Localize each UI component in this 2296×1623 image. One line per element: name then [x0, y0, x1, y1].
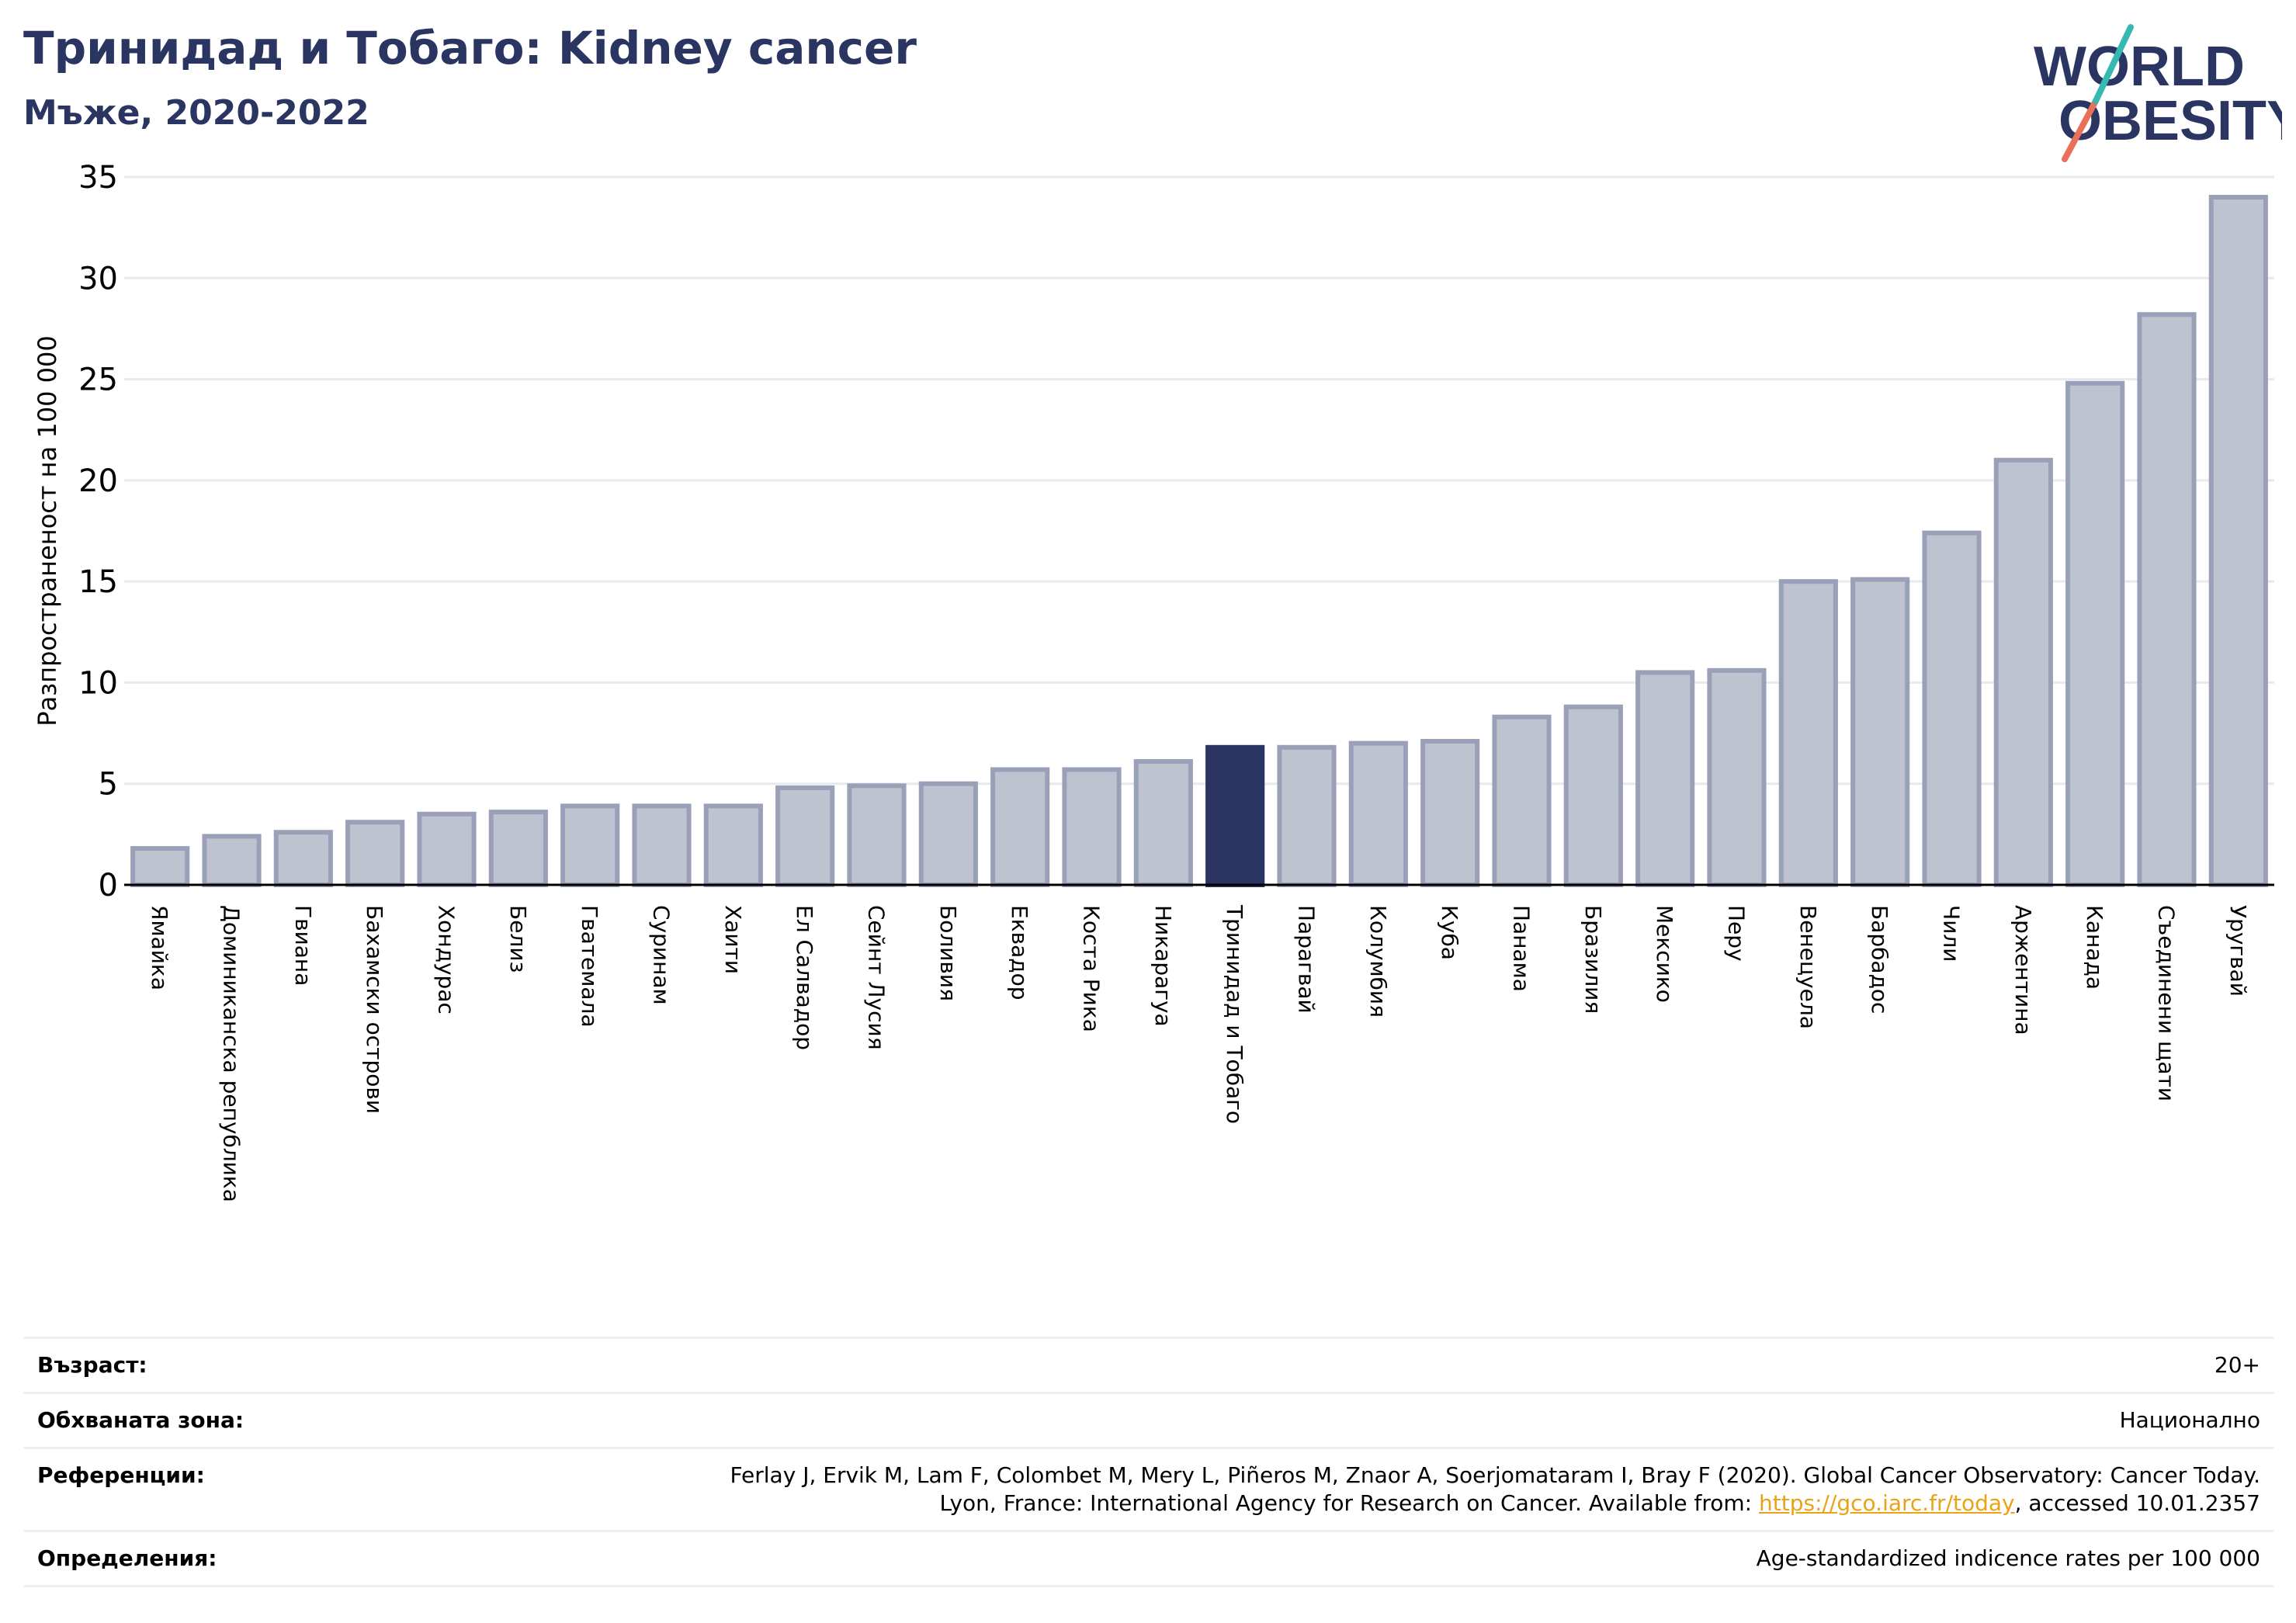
x-tick-label: Панама	[1509, 905, 1535, 992]
bar-chart: 0 5 10 15 20 25 30 35 Разпространеност на 100 00…	[33, 160, 2274, 1202]
x-tick-label: Боливия	[935, 905, 961, 1001]
references-line2-post: , accessed 10.01.2357	[2014, 1490, 2260, 1516]
chart-title: Тринидад и Тобаго: Kidney cancer	[23, 22, 917, 75]
references-line2-pre: Lyon, France: International Agency for R…	[939, 1490, 1759, 1516]
x-tick-label: Белиз	[505, 905, 531, 973]
bar	[417, 811, 477, 888]
definitions-label: Определения:	[37, 1545, 217, 1571]
meta-row-age: Възраст: 20+	[23, 1337, 2274, 1393]
x-tick-label: Суринам	[649, 905, 675, 1005]
bar	[488, 810, 548, 888]
x-tick-label: Колумбия	[1365, 905, 1391, 1018]
x-tick-label: Ел Салвадор	[792, 905, 817, 1050]
x-tick-label: Канада	[2082, 905, 2107, 990]
y-axis-label: Разпространеност на 100 000	[33, 335, 62, 726]
y-tick-label: 5	[99, 767, 118, 803]
x-tick-label: Уругвай	[2225, 905, 2251, 997]
x-tick-label: Хаити	[720, 905, 746, 974]
x-tick-label: Коста Рика	[1079, 905, 1105, 1032]
bar	[273, 830, 333, 888]
bar	[1778, 579, 1838, 888]
y-tick-label: 15	[78, 564, 118, 600]
bar	[775, 785, 835, 888]
references-line2: Lyon, France: International Agency for R…	[469, 1489, 2260, 1517]
bar	[1277, 744, 1337, 887]
x-tick-label: Бахамски острови	[362, 905, 387, 1114]
bar	[1420, 738, 1480, 887]
bar	[703, 803, 763, 888]
x-tick-label: Хондурас	[434, 905, 460, 1014]
x-tick-label: Гватемала	[577, 905, 602, 1028]
bar	[1205, 744, 1265, 887]
bar	[918, 781, 978, 888]
references-value: Ferlay J, Ervik M, Lam F, Colombet M, Me…	[455, 1448, 2274, 1531]
x-tick-label: Парагвай	[1294, 905, 1320, 1014]
x-tick-label: Перу	[1724, 905, 1750, 962]
bar	[1492, 714, 1552, 887]
x-tick-label: Куба	[1437, 905, 1462, 960]
age-value: 20+	[2214, 1352, 2260, 1378]
bar	[1922, 530, 1982, 887]
x-tick-label: Доминиканска република	[219, 905, 245, 1202]
x-tick-label: Венецуела	[1795, 905, 1821, 1029]
x-tick-label: Никарагуа	[1150, 905, 1176, 1027]
x-tick-label: Мексико	[1652, 905, 1677, 1003]
references-label: Референции:	[37, 1462, 205, 1488]
bar	[202, 834, 262, 888]
y-tick-label: 35	[78, 160, 118, 196]
x-tick-label: Съединени щати	[2154, 905, 2180, 1101]
metadata-table: Възраст: 20+ Обхваната зона: Национално …	[23, 1337, 2274, 1587]
coverage-label: Обхваната зона:	[37, 1407, 245, 1433]
bar	[1348, 740, 1408, 887]
meta-row-definitions: Определения: Age-standardized indicence …	[23, 1531, 2274, 1587]
x-tick-label: Бразилия	[1580, 905, 1606, 1014]
x-tick-label: Чили	[1939, 905, 1965, 962]
x-tick-label: Гвиана	[290, 905, 316, 986]
chart-subtitle: Мъже, 2020-2022	[23, 93, 369, 133]
bar	[1850, 577, 1910, 888]
bar	[1635, 670, 1695, 888]
bar	[2137, 312, 2197, 887]
bar	[847, 783, 907, 888]
bar	[345, 820, 405, 888]
x-tick-label: Ямайка	[147, 905, 172, 990]
definitions-value: Age-standardized indicence rates per 100…	[1756, 1545, 2260, 1571]
bar	[1133, 759, 1193, 888]
bar	[1062, 767, 1122, 888]
y-tick-label: 0	[99, 868, 118, 903]
world-obesity-logo: WORLD OBESITY	[2034, 24, 2282, 162]
bar	[632, 803, 692, 888]
x-tick-label: Еквадор	[1007, 905, 1032, 1001]
y-tick-label: 25	[78, 362, 118, 398]
age-label: Възраст:	[37, 1352, 147, 1378]
logo-line1: WORLD	[2034, 36, 2245, 98]
bar	[1707, 668, 1767, 888]
y-tick-label: 30	[78, 261, 118, 297]
bar	[1993, 457, 2053, 887]
bar	[2208, 195, 2268, 888]
bar	[2065, 380, 2125, 888]
meta-row-references: Референции: Ferlay J, Ervik M, Lam F, Co…	[23, 1448, 2274, 1531]
bar	[130, 846, 190, 888]
y-tick-label: 20	[78, 463, 118, 499]
x-tick-label: Сейнт Лусия	[864, 905, 890, 1050]
references-link[interactable]: https://gco.iarc.fr/today	[1759, 1490, 2015, 1516]
coverage-value: Национално	[2119, 1407, 2260, 1433]
meta-row-coverage: Обхваната зона: Национално	[23, 1392, 2274, 1448]
logo-slash-coral	[2062, 98, 2099, 162]
x-tick-label: Аржентина	[2010, 905, 2036, 1035]
bar	[1563, 704, 1623, 887]
bar	[990, 767, 1050, 888]
y-tick-label: 10	[78, 665, 118, 701]
x-tick-label: Барбадос	[1867, 905, 1892, 1014]
x-tick-label: Тринидад и Тобаго	[1222, 904, 1247, 1124]
bar	[560, 803, 620, 888]
logo-slash-teal	[2093, 24, 2134, 104]
references-line1: Ferlay J, Ervik M, Lam F, Colombet M, Me…	[730, 1462, 2260, 1488]
